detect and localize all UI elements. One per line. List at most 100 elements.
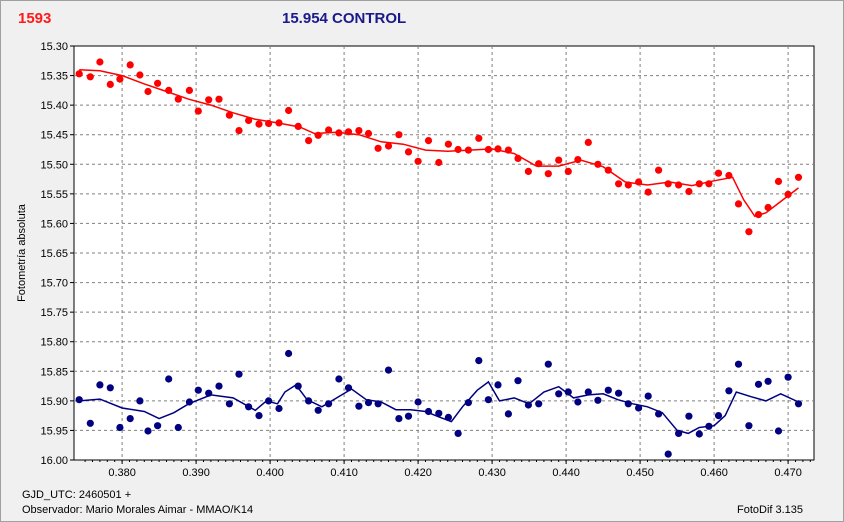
data-point-series-1 — [454, 145, 462, 154]
data-point-series-2 — [535, 400, 543, 408]
data-point-series-1 — [225, 111, 233, 119]
data-point-series-2 — [444, 413, 452, 421]
data-point-series-2 — [555, 390, 563, 398]
data-point-series-1 — [305, 137, 313, 145]
data-point-series-2 — [484, 396, 492, 404]
data-point-series-2 — [404, 412, 413, 420]
x-tick-label: 0.440 — [552, 467, 580, 479]
data-point-series-2 — [355, 402, 363, 410]
data-point-series-1 — [745, 228, 753, 236]
data-point-series-2 — [764, 377, 772, 385]
trend-line-series-2 — [79, 380, 799, 435]
y-tick-label: 15.45 — [40, 130, 68, 142]
data-point-series-2 — [594, 396, 602, 404]
data-point-series-2 — [325, 400, 333, 408]
x-tick-label: 0.420 — [404, 467, 432, 479]
x-tick-label: 0.380 — [108, 467, 136, 479]
data-point-series-1 — [774, 177, 783, 185]
data-point-series-2 — [435, 409, 443, 417]
data-point-series-2 — [265, 397, 273, 405]
data-point-series-2 — [215, 382, 223, 390]
data-point-series-1 — [185, 86, 193, 94]
data-point-series-1 — [96, 58, 104, 66]
x-axis-ticks: 0.380 0.390 0.400 0.410 0.420 0.430 0.440 0.450… — [84, 460, 811, 479]
data-point-series-1 — [624, 181, 632, 189]
data-point-series-2 — [136, 397, 144, 405]
data-point-series-1 — [594, 160, 602, 168]
data-point-series-1 — [504, 146, 512, 154]
data-point-series-1 — [784, 190, 792, 198]
data-point-series-2 — [275, 404, 283, 413]
data-point-series-1 — [205, 96, 213, 104]
data-point-series-2 — [794, 400, 803, 408]
x-tick-label: 0.390 — [182, 467, 210, 479]
data-point-series-2 — [414, 398, 422, 406]
data-point-series-2 — [106, 384, 114, 392]
data-point-series-2 — [154, 422, 162, 430]
data-point-series-2 — [335, 375, 343, 383]
x-tick-label: 0.430 — [478, 467, 506, 479]
data-point-series-2 — [305, 397, 313, 405]
data-point-series-1 — [384, 142, 393, 150]
y-tick-label: 15.65 — [40, 248, 68, 260]
data-point-series-1 — [335, 129, 343, 137]
x-tick-label: 0.410 — [330, 467, 358, 479]
data-point-series-1 — [794, 173, 803, 181]
data-point-series-2 — [714, 412, 723, 420]
y-tick-label: 16.00 — [40, 455, 68, 467]
data-point-series-1 — [475, 134, 483, 142]
data-point-series-1 — [695, 180, 703, 188]
data-point-series-2 — [205, 389, 213, 397]
data-point-series-1 — [604, 166, 612, 174]
data-point-series-2 — [384, 366, 393, 374]
y-tick-label: 15.95 — [40, 425, 68, 437]
data-point-series-1 — [764, 203, 772, 212]
data-point-series-1 — [664, 180, 672, 188]
data-point-series-2 — [675, 429, 683, 437]
x-tick-label: 0.450 — [626, 467, 654, 479]
data-point-series-1 — [435, 158, 443, 167]
data-point-series-1 — [655, 166, 663, 174]
data-point-series-1 — [414, 157, 422, 165]
data-point-series-2 — [544, 360, 552, 368]
data-point-series-1 — [364, 129, 373, 138]
data-point-series-2 — [695, 430, 703, 438]
data-point-series-1 — [275, 119, 283, 127]
data-point-series-1 — [154, 79, 162, 87]
data-point-series-2 — [96, 381, 104, 389]
data-point-series-2 — [784, 373, 792, 381]
data-point-series-2 — [364, 399, 373, 407]
data-point-series-2 — [255, 412, 263, 420]
data-point-series-2 — [235, 370, 243, 378]
data-point-series-1 — [86, 73, 94, 81]
data-point-series-1 — [675, 181, 683, 189]
data-point-series-2 — [734, 360, 743, 368]
grid-lines — [74, 46, 814, 460]
y-axis-ticks: 15.30 15.35 15.40 15.45 15.50 15.55 15.60 15.65… — [40, 41, 74, 467]
data-point-series-2 — [144, 427, 152, 435]
data-point-series-2 — [86, 419, 94, 427]
data-point-series-1 — [524, 167, 533, 175]
data-point-series-2 — [374, 400, 382, 408]
data-point-series-1 — [344, 128, 353, 136]
y-tick-label: 15.40 — [40, 100, 68, 112]
data-point-series-2 — [615, 389, 623, 397]
data-point-series-2 — [424, 407, 433, 416]
data-point-series-2 — [664, 450, 672, 458]
y-tick-label: 15.35 — [40, 71, 68, 83]
data-point-series-2 — [655, 410, 663, 418]
data-point-series-1 — [555, 156, 563, 164]
data-point-series-2 — [344, 384, 353, 392]
data-point-series-2 — [454, 429, 462, 437]
y-tick-label: 15.85 — [40, 366, 68, 378]
y-tick-label: 15.60 — [40, 218, 68, 230]
data-point-series-1 — [75, 70, 83, 78]
data-point-series-2 — [395, 415, 403, 423]
y-tick-label: 15.50 — [40, 159, 68, 171]
data-point-series-2 — [475, 357, 483, 365]
data-point-series-2 — [494, 381, 502, 389]
data-point-series-1 — [294, 122, 302, 130]
data-point-series-1 — [494, 145, 502, 153]
data-point-series-1 — [574, 156, 582, 164]
y-tick-label: 15.90 — [40, 396, 68, 408]
